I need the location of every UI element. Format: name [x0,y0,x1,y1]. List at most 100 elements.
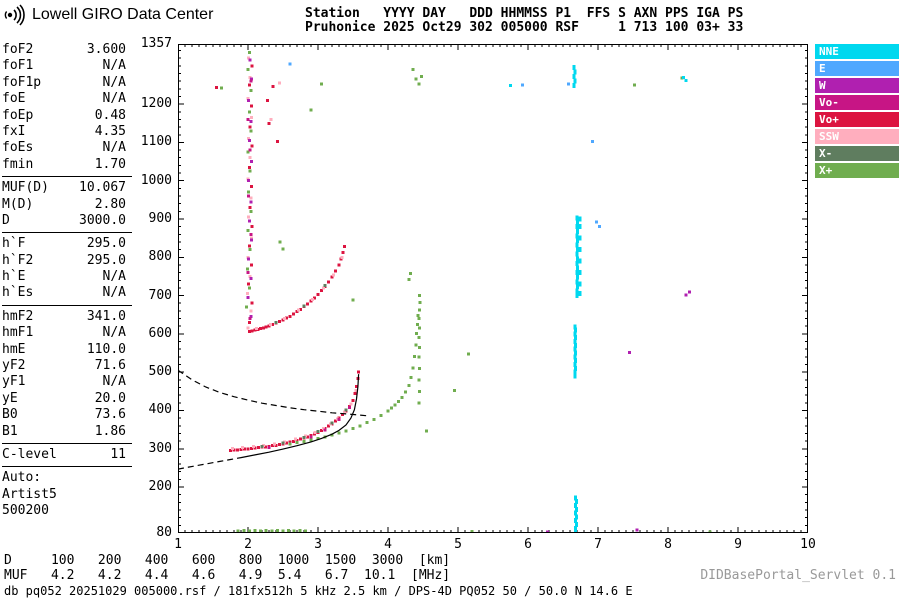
parameter-panel: foF2 3.600 foF1 N/A foF1p N/A foE N/A foEp 0.48 fx… [2,42,132,520]
param-value: 11 [110,446,126,462]
param-row: hmF1 N/A [2,325,132,341]
param-label: hmF1 [2,325,34,341]
param-value: 295.0 [86,236,126,252]
legend-item-e: E [815,61,899,76]
param-value: 2.80 [94,196,126,212]
echo-legend: NNE E W Vo- Vo+ SSW X- X+ [815,44,899,180]
param-row: h`F 295.0 [2,236,132,252]
servlet-version-label: DIDBasePortal_Servlet 0.1 [700,568,896,583]
param-row: foF1p N/A [2,75,132,91]
param-label: MUF(D) [2,180,49,196]
param-label: foEp [2,107,34,123]
legend-item-xminus: X- [815,146,899,161]
param-label: B1 [2,423,18,439]
param-row: hmF2 341.0 [2,309,132,325]
y-axis-tick-label: 700 [148,287,172,303]
legend-item-ssw: SSW [815,129,899,144]
param-group: C-level 11 [2,447,132,468]
param-label: D [2,212,10,228]
profile-start-curve [178,457,242,470]
legend-item-nne: NNE [815,44,899,59]
y-axis-tick-label: 1100 [140,134,172,150]
y-axis-tick-label: 80 [156,525,172,540]
param-value: N/A [102,74,126,90]
station-header-labels: Station YYYY DAY DDD HHMMSS P1 FFS S AXN… [305,6,744,21]
app-title: Lowell GIRO Data Center [32,6,214,23]
legend-item-w: W [815,78,899,93]
brand: Lowell GIRO Data Center [4,4,213,26]
x-axis-tick-label: 6 [524,537,532,552]
param-row: foE N/A [2,91,132,107]
param-group: hmF2 341.0 hmF1 N/A hmE 110.0 yF2 71.6 yF1 N/A yE 2… [2,309,132,444]
param-row: fmin 1.70 [2,157,132,173]
x-axis-tick-label: 10 [800,537,816,552]
param-label: fxI [2,123,26,139]
x-axis-tick-label: 8 [664,537,672,552]
legend-item-xplus: X+ [815,163,899,178]
param-label: hmE [2,341,26,357]
x-axis-tick-label: 5 [454,537,462,552]
param-label: yF1 [2,374,26,390]
param-value: 3000.0 [79,212,126,228]
measurement-info-line: db pq052 20251029 005000.rsf / 181fx512h… [4,584,633,598]
param-row: D 3000.0 [2,213,132,229]
param-row: yE 20.0 [2,391,132,407]
transmission-curve [178,369,368,417]
param-row: MUF(D) 10.067 [2,180,132,196]
param-row: h`Es N/A [2,285,132,301]
param-row: B0 73.6 [2,407,132,423]
param-value: 4.35 [94,123,126,139]
ionogram-plot [178,44,808,533]
x-axis-tick-label: 9 [734,537,742,552]
param-row: foF1 N/A [2,58,132,74]
param-label: foF2 [2,42,34,57]
param-value: N/A [102,58,126,74]
param-value: 73.6 [94,407,126,423]
param-value: 71.6 [94,358,126,374]
param-label: foF1 [2,58,34,74]
param-label: yF2 [2,358,26,374]
param-row: h`F2 295.0 [2,253,132,269]
fitted-trace-curve [240,374,360,459]
param-row: yF2 71.6 [2,358,132,374]
auto-info-line: 500200 [2,503,49,519]
legend-item-voplus: Vo+ [815,112,899,127]
param-row: foEs N/A [2,140,132,156]
giro-logo-icon [4,4,25,26]
x-axis-tick-label: 4 [384,537,392,552]
param-group: MUF(D) 10.067 M(D) 2.80 D 3000.0 [2,180,132,234]
param-value: 341.0 [86,308,126,324]
param-value: 110.0 [86,341,126,357]
y-axis-labels: 1357 1200 1100 1000 900 800 700 600 500 400 300 200… [130,36,172,540]
param-group: h`F 295.0 h`F2 295.0 h`E N/A h`Es N/A [2,236,132,306]
param-label: C-level [2,446,57,462]
y-axis-tick-label: 1357 [140,36,172,51]
param-value: 10.067 [79,180,126,196]
x-axis-tick-label: 3 [314,537,322,552]
x-axis-tick-label: 1 [174,537,182,552]
param-label: B0 [2,407,18,423]
param-value: 295.0 [86,252,126,268]
param-value: N/A [102,374,126,390]
param-value: N/A [102,285,126,301]
param-row: hmE 110.0 [2,342,132,358]
param-label: M(D) [2,196,34,212]
param-label: h`E [2,269,26,285]
param-row: C-level 11 [2,447,132,463]
param-label: foE [2,91,26,107]
param-label: h`Es [2,285,34,301]
y-axis-tick-label: 200 [148,479,172,495]
param-value: 3.600 [86,42,126,57]
param-value: N/A [102,91,126,107]
auto-info-line: Artist5 [2,486,57,502]
param-value: 1.86 [94,423,126,439]
param-value: N/A [102,325,126,341]
y-axis-tick-label: 1000 [140,172,172,188]
param-label: hmF2 [2,308,34,324]
x-axis-labels: 1 2 3 4 5 6 7 8 9 10 [174,537,816,552]
param-value: 1.70 [94,156,126,172]
param-group: foF2 3.600 foF1 N/A foF1p N/A foE N/A foEp 0.48 fx… [2,42,132,178]
y-axis-tick-label: 500 [148,364,172,380]
param-row: yF1 N/A [2,374,132,390]
